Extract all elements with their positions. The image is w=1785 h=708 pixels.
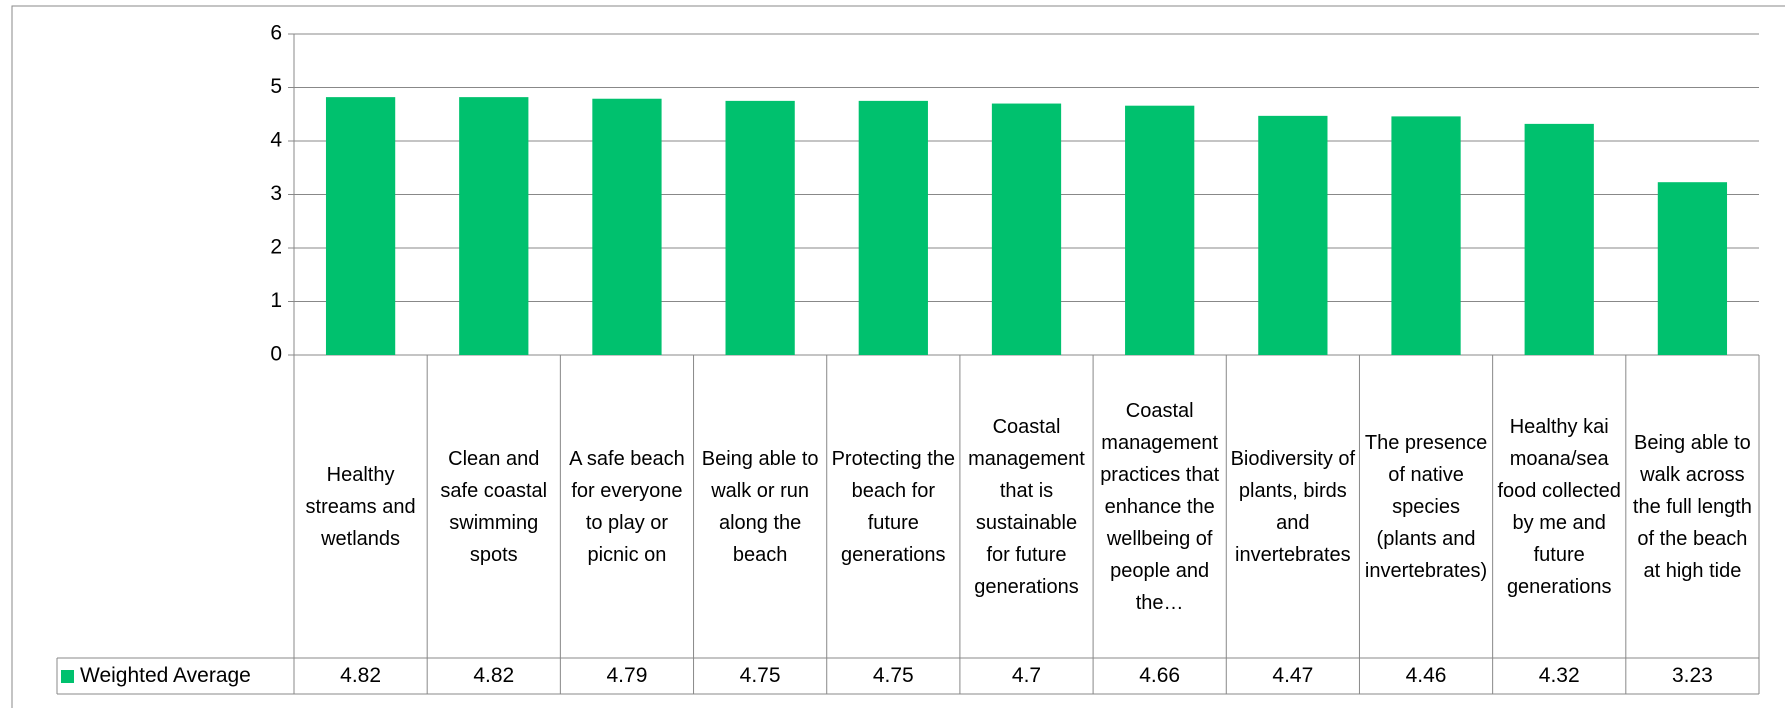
data-table-value: 4.75 [739, 664, 781, 687]
x-tick-label: A safe beach for everyone to play or pic… [569, 447, 685, 566]
bar [325, 97, 396, 355]
y-tick-label: 0 [270, 343, 282, 366]
y-tick-label: 4 [270, 129, 282, 152]
y-tick-label: 6 [270, 22, 282, 45]
x-tick-label: Healthy streams and wetlands [305, 463, 416, 550]
bar [1258, 115, 1328, 355]
data-table-value: 4.66 [1139, 664, 1181, 687]
x-tick-label: Protecting the beach for future generati… [831, 447, 956, 566]
x-tick-label: Clean and safe coastal swimming spots [440, 447, 548, 566]
data-table-value: 4.82 [340, 664, 382, 687]
x-tick-label: Coastal management practices that enhanc… [1100, 399, 1220, 614]
x-tick-label: Healthy kai moana/sea food collected by … [1497, 415, 1621, 598]
y-tick-label: 5 [270, 75, 282, 98]
data-table-value: 4.32 [1538, 664, 1580, 687]
data-table-value: 4.79 [606, 664, 648, 687]
bar [592, 98, 662, 356]
data-table-value: 4.46 [1405, 664, 1447, 687]
legend-swatch [61, 669, 74, 683]
x-tick-label: Being able to walk across the full lengt… [1632, 431, 1752, 582]
bar [1524, 123, 1594, 355]
y-tick-label: 3 [270, 182, 282, 205]
x-tick-label: Being able to walk or run along the beac… [701, 447, 819, 566]
bar [991, 103, 1062, 355]
x-tick-label: The presence of native species (plants a… [1364, 431, 1488, 582]
data-table-value: 4.7 [1011, 664, 1042, 687]
x-tick-label: Coastal management that is sustainable f… [968, 415, 1085, 598]
bar [459, 97, 529, 355]
bar [858, 100, 928, 355]
bar [1125, 105, 1195, 355]
legend-label: Weighted Average [80, 664, 251, 687]
y-tick-label: 1 [270, 289, 282, 312]
data-table-value: 4.82 [473, 664, 515, 687]
x-tick-label: Biodiversity of plants, birds and invert… [1230, 447, 1356, 566]
bar [725, 100, 795, 355]
data-table-value: 4.75 [872, 664, 914, 687]
legend: Weighted Average [57, 658, 294, 694]
bar [1391, 116, 1461, 355]
bar [1657, 182, 1728, 355]
y-tick-label: 2 [270, 236, 282, 259]
data-table-value: 4.47 [1272, 664, 1314, 687]
data-table-value: 3.23 [1671, 664, 1713, 687]
chart-border [11, 5, 1785, 708]
